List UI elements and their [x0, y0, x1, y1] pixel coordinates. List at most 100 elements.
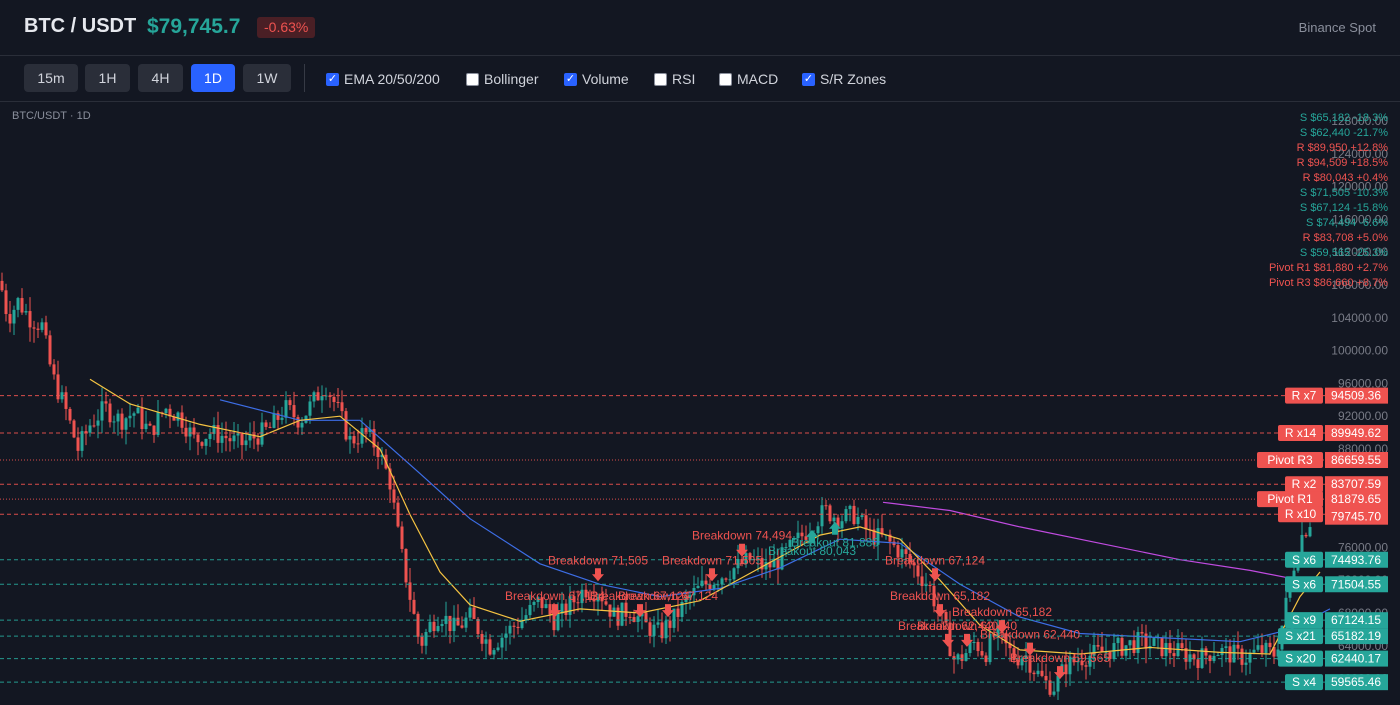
candle-body — [1216, 655, 1220, 657]
candle-body — [1308, 527, 1312, 537]
candle-body — [716, 584, 720, 586]
candle-body — [776, 558, 780, 570]
sr-price-box — [1325, 674, 1388, 691]
timeframe-1h-button[interactable]: 1H — [85, 64, 130, 92]
candle-body — [284, 400, 288, 418]
candle-body — [472, 607, 476, 619]
price-change-badge: -0.63% — [257, 17, 316, 38]
timeframe-15m-button[interactable]: 15m — [24, 64, 78, 92]
indicator-rsi-toggle[interactable]: RSI — [654, 70, 695, 88]
candle-body — [136, 407, 140, 414]
candle-body — [924, 584, 928, 587]
candle-body — [124, 418, 128, 430]
candle-body — [500, 637, 504, 648]
timeframe-1w-button[interactable]: 1W — [243, 64, 291, 92]
zone-list-item: S $74,494 -6.6% — [1306, 217, 1388, 229]
breakdown-arrow-icon — [1054, 666, 1066, 680]
sr-tag-box — [1285, 551, 1323, 568]
candle-body — [564, 603, 568, 615]
sr-price-box — [1325, 628, 1388, 645]
checkbox-icon[interactable] — [466, 72, 479, 86]
candle-body — [216, 425, 220, 443]
candle-body — [1068, 656, 1072, 675]
sr-tag-box — [1278, 425, 1323, 442]
candle-body — [128, 415, 132, 419]
candle-body — [652, 624, 656, 636]
y-tick-label: 100000.00 — [1331, 344, 1388, 358]
candle-body — [212, 425, 216, 434]
checkbox-icon[interactable]: ✓ — [802, 72, 815, 86]
candle-body — [764, 561, 768, 570]
candle-body — [512, 625, 516, 627]
chart-area[interactable]: 128000.00 124000.00 120000.00 116000.00 1120… — [0, 102, 1400, 705]
checkbox-icon[interactable] — [719, 72, 732, 86]
sr-tag-label: Pivot R3 — [1267, 453, 1313, 467]
ema50-line — [219, 399, 1331, 643]
candle-body — [60, 392, 64, 400]
indicator-volume-toggle[interactable]: ✓ Volume — [564, 70, 629, 88]
candle-body — [280, 417, 284, 420]
sr-tag-label: S x20 — [1285, 652, 1316, 666]
candle-body — [1180, 643, 1184, 649]
candle-body — [476, 618, 480, 635]
candle-body — [560, 603, 564, 614]
sr-tag-label: S x6 — [1292, 553, 1316, 567]
timeframe-4h-button[interactable]: 4H — [138, 64, 183, 92]
breakdown-arrow-icon — [662, 604, 674, 618]
candle-body — [880, 528, 884, 535]
breakdown-arrow-icon — [942, 633, 954, 647]
candle-body — [432, 621, 436, 632]
candle-body — [1084, 665, 1088, 667]
candle-body — [696, 586, 700, 588]
zone-list-item: S $67,124 -15.8% — [1300, 202, 1388, 214]
sr-price-label: 74493.76 — [1331, 553, 1381, 567]
indicator-sr-zones-toggle[interactable]: ✓ S/R Zones — [802, 70, 886, 88]
sr-tag-box — [1257, 491, 1323, 508]
candle-body — [1272, 647, 1276, 657]
candle-body — [16, 298, 20, 310]
checkbox-icon[interactable]: ✓ — [564, 72, 577, 86]
candle-body — [744, 553, 748, 565]
candle-body — [836, 517, 840, 529]
signal-label: Breakout 80,043 — [768, 544, 856, 558]
candle-body — [240, 433, 244, 446]
candle-body — [896, 545, 900, 558]
candle-body — [356, 443, 360, 445]
indicator-label: Volume — [582, 71, 629, 87]
indicator-label: MACD — [737, 71, 779, 87]
candle-body — [976, 642, 980, 652]
checkbox-icon[interactable] — [654, 72, 667, 86]
candle-body — [196, 434, 200, 443]
candle-body — [956, 654, 960, 660]
indicator-ema-toggle[interactable]: ✓ EMA 20/50/200 — [326, 70, 440, 88]
candle-body — [0, 280, 4, 291]
candle-body — [448, 615, 452, 632]
candle-body — [964, 653, 968, 661]
sr-price-box — [1325, 491, 1388, 508]
candle-body — [664, 620, 668, 639]
candle-body — [528, 604, 532, 616]
candle-body — [400, 526, 404, 549]
candle-body — [1012, 648, 1016, 661]
checkbox-icon[interactable]: ✓ — [326, 72, 339, 86]
candle-body — [1132, 640, 1136, 653]
candle-body — [548, 604, 552, 615]
indicator-bollinger-toggle[interactable]: Bollinger — [466, 70, 538, 88]
candle-body — [56, 374, 60, 400]
y-tick-label: 120000.00 — [1331, 180, 1388, 194]
candle-body — [728, 579, 732, 581]
candle-body — [784, 547, 788, 549]
exchange-label: Binance Spot — [1298, 20, 1376, 35]
candle-body — [68, 408, 72, 421]
candle-body — [736, 559, 740, 569]
candle-body — [308, 401, 312, 416]
timeframe-1d-button[interactable]: 1D — [191, 64, 235, 92]
sr-tag-box — [1257, 451, 1323, 468]
candle-body — [1024, 655, 1028, 659]
candle-body — [456, 617, 460, 626]
price-chart[interactable]: 128000.00 124000.00 120000.00 116000.00 1120… — [0, 102, 1400, 705]
signal-label: Breakdown 65,182 — [952, 605, 1052, 619]
candle-body — [972, 642, 976, 644]
candle-body — [180, 412, 184, 428]
indicator-macd-toggle[interactable]: MACD — [719, 70, 778, 88]
